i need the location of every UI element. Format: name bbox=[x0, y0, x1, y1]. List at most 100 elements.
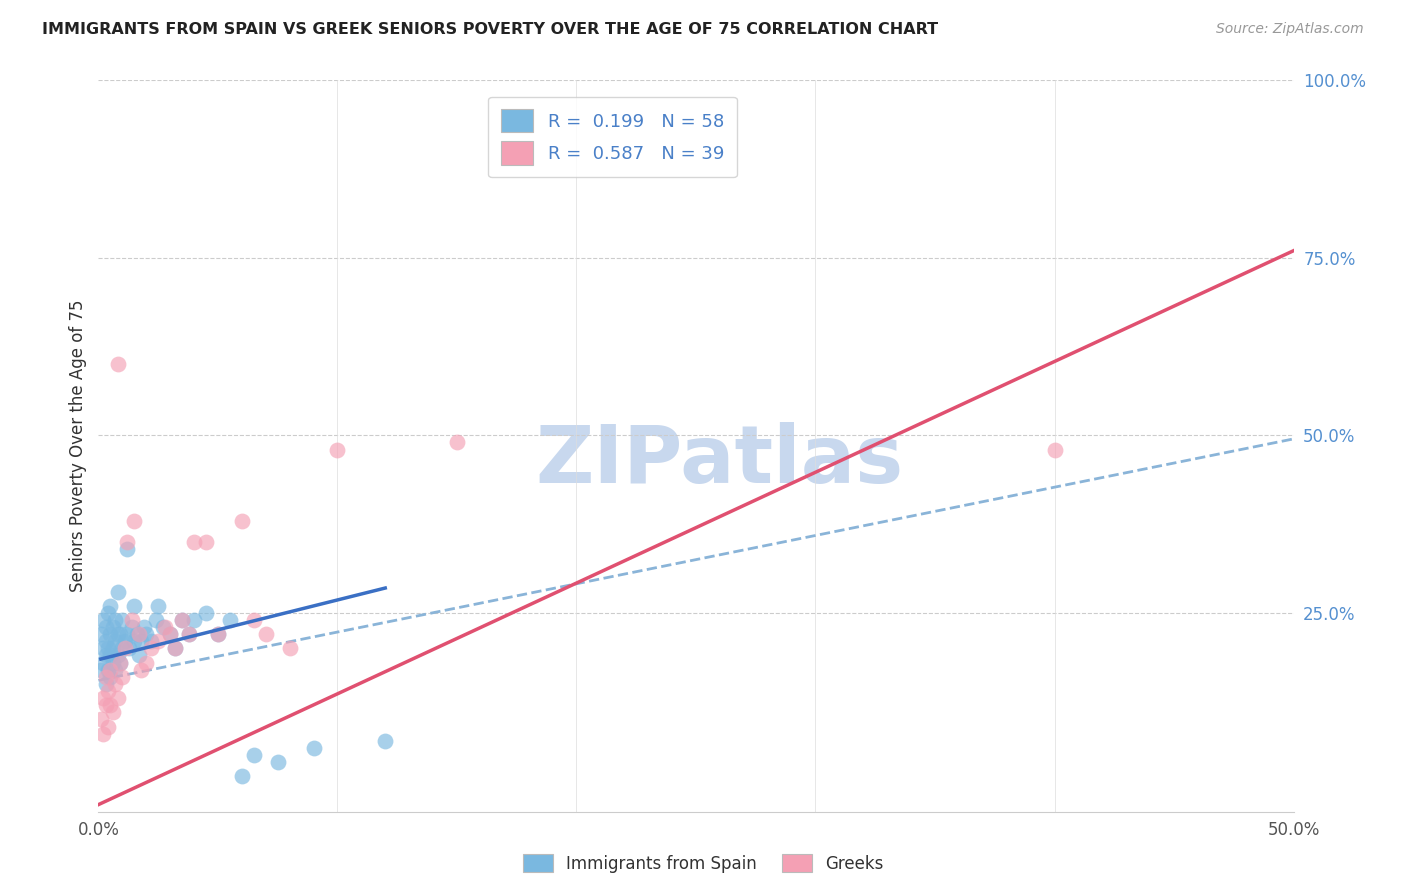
Point bbox=[101, 706, 124, 720]
Point bbox=[195, 534, 218, 549]
Point bbox=[107, 357, 129, 371]
Point bbox=[91, 641, 114, 656]
Point bbox=[128, 627, 150, 641]
Point bbox=[1043, 442, 1066, 457]
Point bbox=[152, 620, 174, 634]
Point bbox=[101, 641, 124, 656]
Point bbox=[115, 627, 138, 641]
Text: Source: ZipAtlas.com: Source: ZipAtlas.com bbox=[1216, 22, 1364, 37]
Point bbox=[97, 606, 120, 620]
Point bbox=[124, 634, 146, 648]
Point bbox=[91, 613, 114, 627]
Point bbox=[98, 670, 122, 684]
Point bbox=[98, 599, 122, 613]
Point bbox=[108, 627, 131, 641]
Point bbox=[207, 627, 229, 641]
Point bbox=[124, 599, 146, 613]
Point bbox=[155, 620, 177, 634]
Point bbox=[148, 634, 170, 648]
Point bbox=[135, 627, 157, 641]
Point bbox=[101, 620, 124, 634]
Point bbox=[94, 620, 117, 634]
Point bbox=[101, 656, 124, 670]
Legend: R =  0.199   N = 58, R =  0.587   N = 39: R = 0.199 N = 58, R = 0.587 N = 39 bbox=[488, 96, 737, 178]
Point bbox=[97, 719, 120, 733]
Point bbox=[231, 769, 253, 783]
Point bbox=[183, 613, 205, 627]
Point bbox=[107, 648, 129, 663]
Point bbox=[111, 613, 134, 627]
Point bbox=[104, 634, 127, 648]
Point bbox=[107, 691, 129, 706]
Point bbox=[111, 670, 134, 684]
Point bbox=[90, 713, 112, 727]
Point bbox=[98, 648, 122, 663]
Point bbox=[114, 634, 136, 648]
Point bbox=[107, 584, 129, 599]
Point bbox=[94, 670, 117, 684]
Point bbox=[374, 733, 396, 747]
Point bbox=[98, 627, 122, 641]
Point bbox=[267, 755, 290, 769]
Point bbox=[172, 613, 194, 627]
Point bbox=[183, 534, 205, 549]
Point bbox=[104, 677, 127, 691]
Point bbox=[114, 641, 136, 656]
Point bbox=[302, 740, 325, 755]
Point bbox=[91, 691, 114, 706]
Point bbox=[163, 641, 186, 656]
Point bbox=[97, 641, 120, 656]
Point bbox=[97, 684, 120, 698]
Point bbox=[254, 627, 277, 641]
Point bbox=[94, 634, 117, 648]
Point bbox=[111, 641, 134, 656]
Point bbox=[195, 606, 218, 620]
Point bbox=[104, 613, 127, 627]
Point bbox=[179, 627, 201, 641]
Point bbox=[90, 627, 112, 641]
Point bbox=[145, 613, 167, 627]
Point bbox=[139, 641, 162, 656]
Point bbox=[104, 663, 127, 677]
Point bbox=[179, 627, 201, 641]
Point bbox=[98, 698, 122, 713]
Point bbox=[97, 663, 120, 677]
Point bbox=[121, 620, 143, 634]
Point bbox=[159, 627, 181, 641]
Point bbox=[94, 648, 117, 663]
Point bbox=[107, 627, 129, 641]
Point bbox=[131, 634, 153, 648]
Point bbox=[278, 641, 301, 656]
Point bbox=[132, 620, 155, 634]
Point bbox=[128, 648, 150, 663]
Point bbox=[159, 627, 181, 641]
Point bbox=[172, 613, 194, 627]
Point bbox=[118, 641, 141, 656]
Point bbox=[243, 747, 266, 762]
Point bbox=[98, 663, 122, 677]
Legend: Immigrants from Spain, Greeks: Immigrants from Spain, Greeks bbox=[516, 847, 890, 880]
Point bbox=[115, 534, 138, 549]
Point bbox=[125, 627, 148, 641]
Point bbox=[135, 656, 157, 670]
Point bbox=[91, 656, 114, 670]
Point bbox=[139, 634, 162, 648]
Point bbox=[163, 641, 186, 656]
Point bbox=[115, 541, 138, 556]
Point bbox=[94, 677, 117, 691]
Point bbox=[121, 613, 143, 627]
Point bbox=[207, 627, 229, 641]
Point bbox=[108, 656, 131, 670]
Point bbox=[124, 514, 146, 528]
Point bbox=[243, 613, 266, 627]
Y-axis label: Seniors Poverty Over the Age of 75: Seniors Poverty Over the Age of 75 bbox=[69, 300, 87, 592]
Point bbox=[326, 442, 349, 457]
Point bbox=[91, 726, 114, 740]
Point bbox=[90, 663, 112, 677]
Point bbox=[446, 435, 468, 450]
Point bbox=[219, 613, 242, 627]
Text: ZIPatlas: ZIPatlas bbox=[536, 422, 904, 500]
Point bbox=[108, 656, 131, 670]
Point bbox=[131, 663, 153, 677]
Text: IMMIGRANTS FROM SPAIN VS GREEK SENIORS POVERTY OVER THE AGE OF 75 CORRELATION CH: IMMIGRANTS FROM SPAIN VS GREEK SENIORS P… bbox=[42, 22, 938, 37]
